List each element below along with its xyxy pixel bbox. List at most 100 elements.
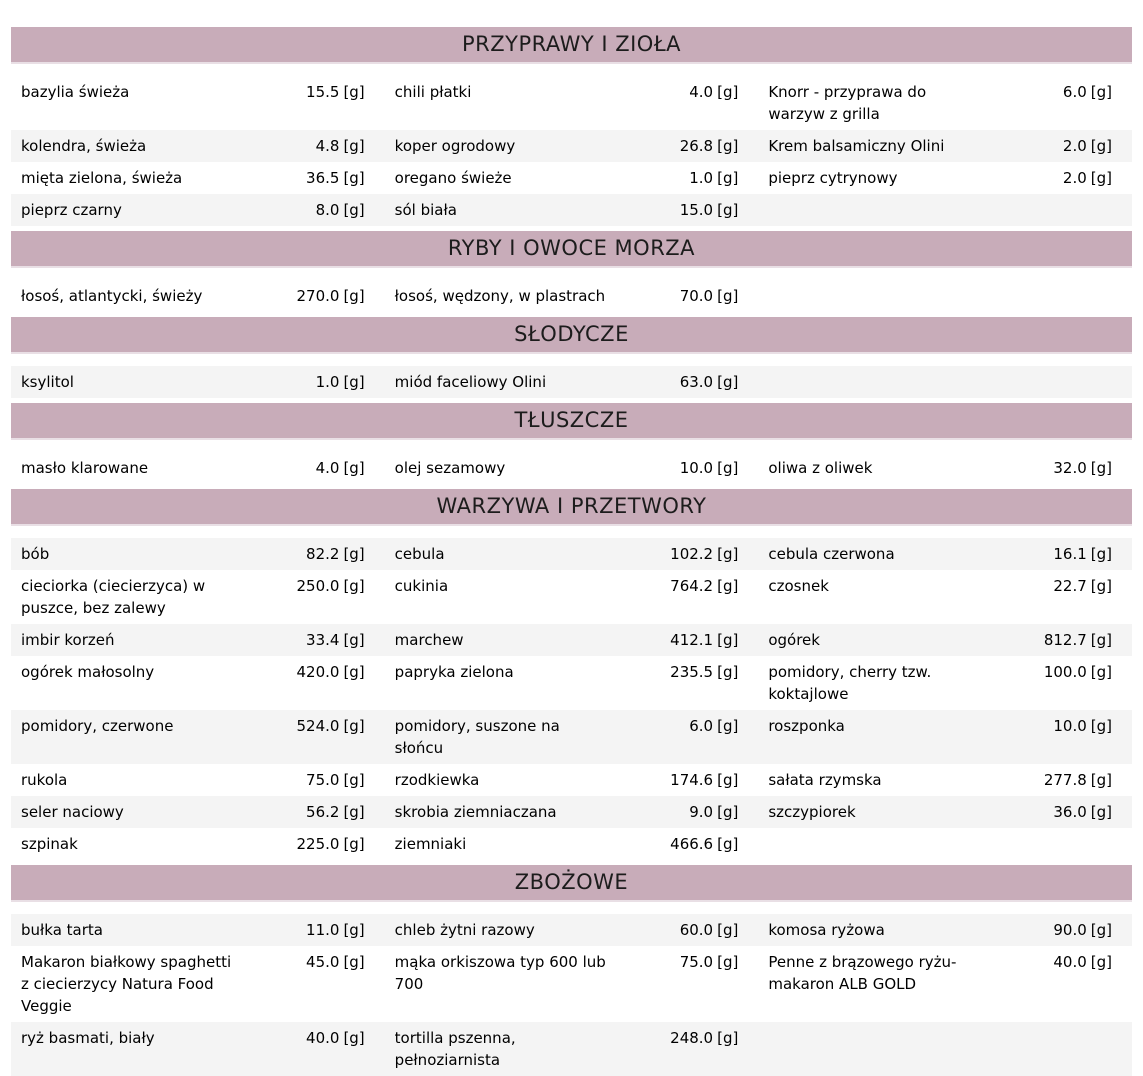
item-amount-wrap: 40.0 [g] (985, 951, 1112, 973)
item-amount: 420.0 (296, 663, 340, 681)
item-cell: cebula 102.2 [g] (385, 538, 759, 570)
item-unit: [g] (1090, 803, 1113, 821)
item-amount-wrap: 4.8 [g] (238, 135, 365, 157)
item-amount-wrap: 40.0 [g] (238, 1027, 365, 1049)
item-unit: [g] (343, 459, 365, 477)
item-unit: [g] (717, 953, 739, 971)
item-cell: sól biała 15.0 [g] (385, 194, 759, 226)
item-cell: skrobia ziemniaczana 9.0 [g] (385, 796, 759, 828)
item-cell: oliwa z oliwek 32.0 [g] (758, 452, 1132, 484)
item-cell (758, 194, 1132, 216)
item-name: cebula (394, 545, 445, 563)
item-cell: tortilla pszenna, pełnoziarnista 248.0 [g] (385, 1022, 759, 1076)
item-amount: 466.6 (670, 835, 714, 853)
item-unit: [g] (717, 631, 739, 649)
item-amount-wrap: 63.0 [g] (611, 371, 739, 393)
item-amount: 1.0 (315, 373, 340, 391)
item-cell: mięta zielona, świeża 36.5 [g] (11, 162, 385, 194)
item-unit: [g] (343, 663, 365, 681)
item-amount: 812.7 (1043, 631, 1087, 649)
item-amount: 1.0 (689, 169, 714, 187)
item-name: bazylia świeża (21, 83, 130, 101)
item-amount: 6.0 (1062, 83, 1087, 101)
item-amount-wrap: 1.0 [g] (611, 167, 738, 189)
item-amount: 26.8 (679, 137, 714, 155)
item-amount-wrap: 174.6 [g] (611, 769, 738, 791)
item-row: kolendra, świeża 4.8 [g] koper ogrodowy 26.8… (11, 130, 1132, 162)
item-cell: marchew 412.1 [g] (385, 624, 759, 656)
item-row: ksylitol 1.0 [g] miód faceliowy Olini 63.0 [g… (11, 366, 1132, 398)
item-row: cieciorka (ciecierzyca) w puszce, bez za… (11, 570, 1132, 624)
item-cell: mąka orkiszowa typ 600 lub 700 75.0 [g] (385, 946, 759, 1000)
item-amount-wrap: 16.1 [g] (985, 543, 1112, 565)
item-unit: [g] (343, 717, 365, 735)
item-row: szpinak 225.0 [g] ziemniaki 466.6 [g] (11, 828, 1132, 860)
item-amount: 40.0 (306, 1029, 340, 1047)
item-unit: [g] (343, 835, 365, 853)
item-amount-wrap: 248.0 [g] (611, 1027, 738, 1049)
item-name: roszponka (768, 717, 845, 735)
item-amount-wrap: 2.0 [g] (985, 135, 1112, 157)
item-amount-wrap: 32.0 [g] (985, 457, 1112, 479)
item-cell: Makaron białkowy spaghetti z ciecierzycy… (11, 946, 385, 1022)
item-unit: [g] (717, 373, 739, 391)
item-amount: 33.4 (306, 631, 340, 649)
item-amount-wrap: 36.0 [g] (985, 801, 1112, 823)
item-amount-wrap: 6.0 [g] (985, 81, 1112, 103)
item-amount-wrap: 1.0 [g] (238, 371, 365, 393)
item-cell: bazylia świeża 15.5 [g] (11, 76, 385, 108)
item-name: komosa ryżowa (768, 921, 885, 939)
item-amount-wrap: 9.0 [g] (611, 801, 738, 823)
item-unit: [g] (343, 83, 365, 101)
item-amount: 225.0 (296, 835, 340, 853)
item-name: cukinia (394, 577, 449, 595)
item-unit: [g] (343, 373, 365, 391)
section-header: RYBY I OWOCE MORZA (11, 231, 1132, 268)
item-amount: 10.0 (679, 459, 714, 477)
item-amount-wrap: 90.0 [g] (985, 919, 1112, 941)
item-name: mięta zielona, świeża (21, 169, 183, 187)
item-cell: chleb żytni razowy 60.0 [g] (385, 914, 759, 946)
item-cell: olej sezamowy 10.0 [g] (385, 452, 759, 484)
item-amount: 15.5 (306, 83, 340, 101)
item-unit: [g] (717, 803, 739, 821)
item-amount: 4.0 (315, 459, 340, 477)
item-unit: [g] (343, 137, 365, 155)
item-unit: [g] (717, 137, 739, 155)
item-amount-wrap: 420.0 [g] (238, 661, 365, 683)
item-name: ksylitol (21, 373, 74, 391)
item-amount-wrap: 10.0 [g] (985, 715, 1112, 737)
item-cell: cieciorka (ciecierzyca) w puszce, bez za… (11, 570, 385, 624)
item-unit: [g] (343, 577, 365, 595)
item-amount-wrap: 82.2 [g] (238, 543, 365, 565)
item-name: oregano świeże (394, 169, 512, 187)
item-row: bazylia świeża 15.5 [g] chili płatki 4.0 [g] K… (11, 76, 1132, 130)
item-cell: komosa ryżowa 90.0 [g] (758, 914, 1132, 946)
item-cell: pieprz cytrynowy 2.0 [g] (758, 162, 1132, 194)
item-amount: 16.1 (1053, 545, 1087, 563)
item-amount: 36.0 (1053, 803, 1087, 821)
item-cell: imbir korzeń 33.4 [g] (11, 624, 385, 656)
item-cell: koper ogrodowy 26.8 [g] (385, 130, 759, 162)
item-name: marchew (394, 631, 464, 649)
item-name: papryka zielona (394, 663, 514, 681)
item-row: pomidory, czerwone 524.0 [g] pomidory, susz… (11, 710, 1132, 764)
item-cell: pomidory, suszone na słońcu 6.0 [g] (385, 710, 759, 764)
item-unit: [g] (1090, 771, 1113, 789)
item-name: szczypiorek (768, 803, 856, 821)
item-amount-wrap: 75.0 [g] (238, 769, 365, 791)
item-amount-wrap: 277.8 [g] (985, 769, 1112, 791)
item-amount: 8.0 (315, 201, 340, 219)
item-amount-wrap: 15.5 [g] (238, 81, 365, 103)
item-name: szpinak (21, 835, 78, 853)
item-unit: [g] (1090, 717, 1113, 735)
item-unit: [g] (1090, 169, 1113, 187)
item-name: ogórek małosolny (21, 663, 155, 681)
item-amount: 6.0 (689, 717, 714, 735)
item-unit: [g] (717, 545, 739, 563)
item-amount: 10.0 (1053, 717, 1087, 735)
item-amount: 63.0 (679, 373, 714, 391)
item-amount: 102.2 (670, 545, 714, 563)
section-header: PRZYPRAWY I ZIOŁA (11, 27, 1132, 64)
item-unit: [g] (717, 717, 739, 735)
